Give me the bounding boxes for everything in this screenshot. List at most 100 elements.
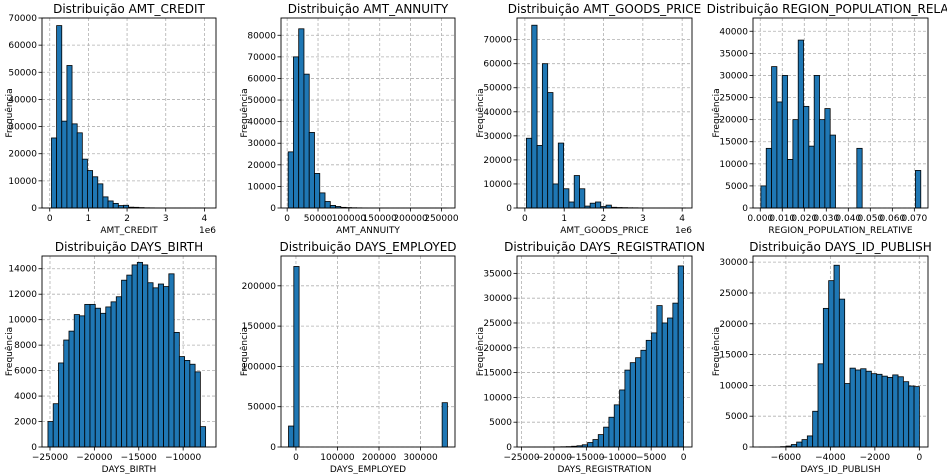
histogram-bar bbox=[47, 421, 54, 448]
x-tick-label: −15000 bbox=[121, 453, 157, 463]
histogram-bar bbox=[587, 442, 594, 448]
histogram-bar bbox=[173, 331, 180, 448]
histogram-bar bbox=[886, 376, 894, 448]
histogram-bar bbox=[608, 416, 615, 448]
x-tick-label: 0.040 bbox=[835, 214, 861, 224]
histogram-bar bbox=[319, 192, 326, 209]
histogram-bar bbox=[441, 402, 448, 448]
y-tick-label: 30000 bbox=[247, 139, 276, 149]
histogram-bar bbox=[881, 375, 888, 448]
x-tick-label: 200000 bbox=[362, 453, 397, 463]
histogram-panel-7: −25000−20000−15000−10000 −5000 0 0 5000 10000… bbox=[475, 240, 705, 474]
y-tick-label: 50000 bbox=[247, 96, 276, 106]
x-tick-label: 0 bbox=[916, 453, 922, 463]
histogram-bar bbox=[828, 280, 835, 448]
histogram-bar bbox=[661, 322, 668, 448]
x-tick-label: 1 bbox=[561, 214, 567, 224]
y-tick-label: 80000 bbox=[247, 31, 276, 41]
y-axis-label: Frequência bbox=[239, 327, 250, 376]
histogram-bar bbox=[829, 134, 836, 209]
histogram-bar bbox=[568, 201, 575, 209]
histogram-bar bbox=[844, 383, 851, 448]
y-axis-label: Frequência bbox=[475, 88, 486, 137]
histogram-panel-4: 0.0000.0100.0200.0300.0400.0500.0600.070… bbox=[707, 2, 947, 236]
y-tick-label: 50000 bbox=[8, 68, 37, 78]
histogram-bar bbox=[870, 373, 878, 448]
histogram-bar bbox=[126, 274, 133, 448]
x-tick-label: 150000 bbox=[363, 214, 398, 224]
histogram-bar bbox=[287, 151, 294, 209]
y-tick-label: 15000 bbox=[483, 369, 512, 379]
histogram-bar bbox=[76, 132, 83, 209]
y-tick-label: 10000 bbox=[483, 393, 512, 403]
histogram-bar bbox=[833, 264, 840, 448]
histogram-bar bbox=[854, 369, 862, 448]
histogram-bar bbox=[308, 132, 315, 209]
axes-frame bbox=[752, 255, 929, 448]
histogram-bar bbox=[51, 137, 58, 209]
histogram-bar bbox=[84, 303, 91, 448]
histogram-bar bbox=[112, 202, 119, 209]
histogram-bar bbox=[771, 66, 778, 209]
y-tick-label: 0 bbox=[270, 204, 276, 214]
histogram-bar bbox=[897, 376, 904, 448]
chart-title: Distribuição AMT_CREDIT bbox=[53, 2, 205, 16]
x-tick-label: 0 bbox=[293, 453, 299, 463]
y-tick-label: 30000 bbox=[8, 123, 37, 133]
y-tick-label: 0 bbox=[742, 204, 748, 214]
y-tick-label: 10000 bbox=[247, 182, 276, 192]
histogram-bar bbox=[667, 317, 674, 448]
histogram-bar bbox=[656, 305, 663, 448]
x-axis-label: DAYS_EMPLOYED bbox=[330, 465, 406, 474]
histogram-bar bbox=[303, 73, 310, 209]
histogram-bar bbox=[806, 435, 814, 448]
histogram-bar bbox=[902, 381, 910, 448]
histogram-bar bbox=[199, 426, 207, 448]
histogram-bar bbox=[913, 386, 920, 448]
histogram-bar bbox=[860, 368, 867, 448]
y-tick-label: 20000 bbox=[483, 156, 512, 166]
chart-title: Distribuição DAYS_EMPLOYED bbox=[279, 240, 456, 254]
x-tick-label: −20000 bbox=[536, 453, 572, 463]
y-tick-label: 15000 bbox=[719, 138, 748, 148]
chart-title: Distribuição AMT_GOODS_PRICE bbox=[508, 2, 701, 16]
x-tick-label: 0.020 bbox=[791, 214, 817, 224]
histogram-bar bbox=[672, 302, 679, 448]
y-tick-label: 20000 bbox=[719, 116, 748, 126]
histogram-bar bbox=[178, 356, 186, 448]
histogram-bar bbox=[792, 119, 799, 209]
y-tick-label: 0 bbox=[270, 443, 276, 453]
histogram-bar bbox=[824, 108, 831, 209]
histogram-bar bbox=[526, 137, 533, 209]
histogram-bar bbox=[781, 75, 788, 209]
histogram-bar bbox=[803, 105, 810, 209]
histogram-bar bbox=[71, 123, 78, 209]
histogram-bar bbox=[760, 185, 767, 209]
histogram-bar bbox=[61, 120, 68, 209]
histogram-bar bbox=[629, 362, 636, 448]
x-tick-label: 2 bbox=[601, 214, 607, 224]
y-tick-label: 150000 bbox=[242, 322, 277, 332]
y-tick-label: 2000 bbox=[14, 418, 37, 428]
y-tick-label: 20000 bbox=[719, 320, 748, 330]
y-tick-label: 40000 bbox=[719, 27, 748, 37]
histogram-bar bbox=[97, 183, 104, 209]
y-tick-label: 6000 bbox=[14, 367, 37, 377]
y-tick-label: 20000 bbox=[483, 344, 512, 354]
y-tick-label: 40000 bbox=[8, 95, 37, 105]
x-tick-label: 2 bbox=[124, 214, 130, 224]
histogram-panel-2: 0 50000 1000001500002000002500000100002000… bbox=[239, 2, 459, 236]
x-axis-label: REGION_POPULATION_RELATIVE bbox=[768, 226, 912, 236]
y-tick-label: 30000 bbox=[719, 71, 748, 81]
y-axis-label: Frequência bbox=[239, 88, 250, 137]
y-tick-label: 15000 bbox=[719, 351, 748, 361]
y-tick-label: 70000 bbox=[247, 53, 276, 63]
y-tick-label: 25000 bbox=[483, 319, 512, 329]
x-tick-label: −6000 bbox=[771, 453, 802, 463]
x-tick-label: 100000 bbox=[332, 214, 367, 224]
histogram-bar bbox=[298, 28, 305, 209]
x-tick-label: −25000 bbox=[32, 453, 68, 463]
histogram-bar bbox=[121, 279, 128, 448]
histogram-bar bbox=[645, 339, 652, 448]
